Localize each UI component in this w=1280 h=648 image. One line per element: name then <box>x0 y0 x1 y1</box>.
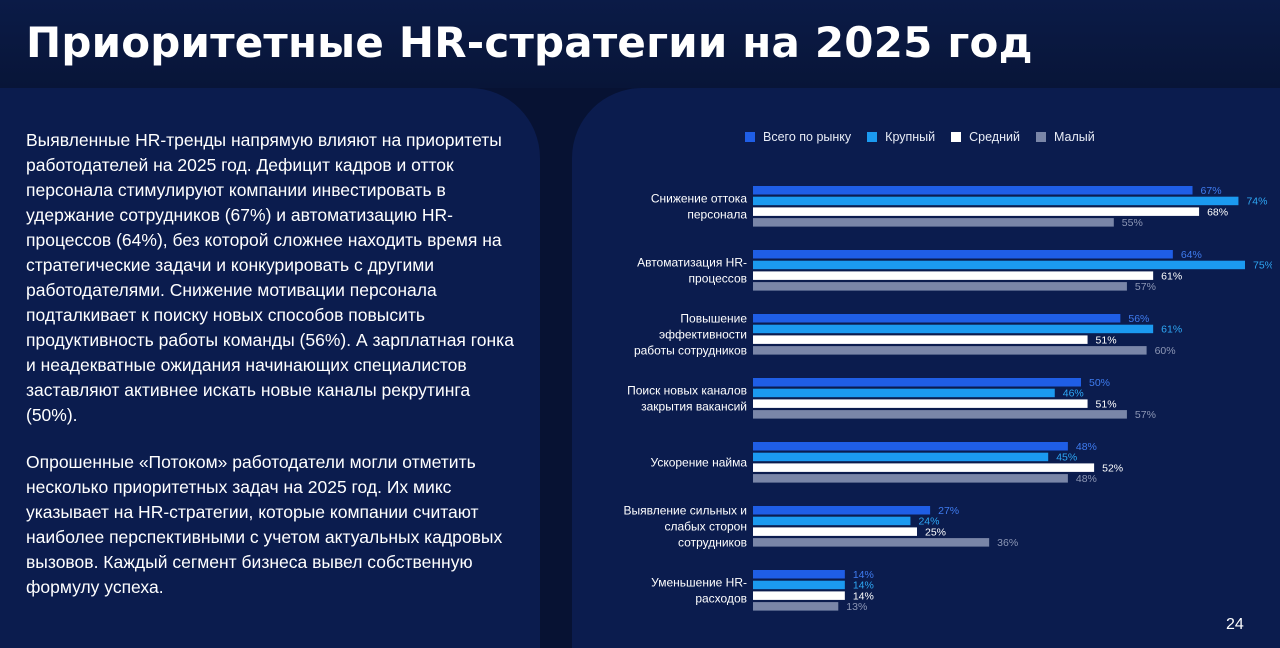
data-label-large-4: 45% <box>1056 452 1077 464</box>
bar-large-0 <box>753 196 1239 206</box>
paragraph-1: Выявленные HR-тренды напрямую влияют на … <box>26 130 514 425</box>
legend-item-medium: Средний <box>951 130 1020 144</box>
bar-large-4 <box>753 452 1049 462</box>
category-label-4-0: Ускорение найма <box>651 455 748 469</box>
bar-small-3 <box>753 410 1127 419</box>
bar-total-1 <box>753 250 1173 259</box>
legend-swatch-total <box>745 132 755 142</box>
category-label-0-0: Снижение оттока <box>651 191 747 205</box>
category-label-2-0: Повышение <box>680 311 747 325</box>
bar-medium-0 <box>753 207 1200 216</box>
bar-medium-6 <box>753 591 845 600</box>
page-title: Приоритетные HR-стратегии на 2025 год <box>26 18 1033 67</box>
category-label-2-1: эффективности <box>659 327 747 341</box>
bar-medium-1 <box>753 271 1154 280</box>
category-label-6-0: Уменьшение HR- <box>651 575 747 589</box>
data-label-total-3: 50% <box>1089 377 1110 389</box>
bar-total-3 <box>753 378 1081 387</box>
data-label-total-4: 48% <box>1076 441 1097 453</box>
bar-total-5 <box>753 506 931 515</box>
category-label-6-1: расходов <box>695 591 747 605</box>
category-label-1-0: Автоматизация HR- <box>637 255 747 269</box>
data-label-small-6: 13% <box>846 601 867 613</box>
data-label-small-2: 60% <box>1155 345 1176 357</box>
data-label-large-0: 74% <box>1246 196 1267 208</box>
data-label-small-3: 57% <box>1135 409 1156 421</box>
data-label-medium-5: 25% <box>925 526 946 538</box>
data-label-large-3: 46% <box>1063 388 1084 400</box>
data-label-medium-6: 14% <box>853 590 874 602</box>
bar-large-5 <box>753 516 911 526</box>
bar-small-2 <box>753 346 1147 355</box>
data-label-total-2: 56% <box>1128 313 1149 325</box>
data-label-medium-1: 61% <box>1161 270 1182 282</box>
category-label-2-2: работы сотрудников <box>634 343 747 357</box>
legend-label-medium: Средний <box>969 130 1020 144</box>
bar-large-3 <box>753 388 1055 398</box>
legend-swatch-large <box>867 132 878 142</box>
data-label-small-1: 57% <box>1135 281 1156 293</box>
legend-item-small: Малый <box>1035 130 1095 144</box>
bar-small-0 <box>753 218 1114 227</box>
data-label-large-1: 75% <box>1253 260 1272 272</box>
data-label-total-5: 27% <box>938 505 959 517</box>
data-label-total-1: 64% <box>1181 249 1202 261</box>
data-label-medium-0: 68% <box>1207 206 1228 218</box>
body-text: Выявленные HR-тренды напрямую влияют на … <box>26 128 521 622</box>
bar-total-0 <box>753 186 1193 195</box>
category-label-3-0: Поиск новых каналов <box>627 383 747 397</box>
bar-small-6 <box>753 602 839 611</box>
legend-item-large: Крупный <box>867 130 935 144</box>
category-label-5-2: сотрудников <box>678 535 747 549</box>
left-panel <box>0 88 540 648</box>
category-label-3-1: закрытия вакансий <box>641 399 747 413</box>
category-label-5-0: Выявление сильных и <box>624 503 748 517</box>
data-label-large-6: 14% <box>853 580 874 592</box>
data-label-medium-2: 51% <box>1096 334 1117 346</box>
bar-chart: Снижение оттока персонала 67% 74% 68% 55% Авто… <box>624 185 1273 613</box>
legend-swatch-medium <box>951 132 962 142</box>
bar-total-4 <box>753 442 1068 451</box>
bar-large-2 <box>753 324 1154 334</box>
bar-medium-5 <box>753 527 917 536</box>
title-bar <box>0 0 1280 88</box>
bar-total-6 <box>753 570 845 579</box>
legend-swatch-small <box>1035 132 1046 142</box>
category-label-1-1: процессов <box>689 271 747 285</box>
data-label-small-4: 48% <box>1076 473 1097 485</box>
bar-medium-4 <box>753 463 1095 472</box>
chart-panel <box>572 88 1280 648</box>
bar-large-6 <box>753 580 845 590</box>
chart-legend: Всего по рынку Крупный Средний Малый <box>745 130 1095 144</box>
legend-item-total: Всего по рынку <box>745 130 851 144</box>
legend-label-large: Крупный <box>885 130 936 144</box>
data-label-large-2: 61% <box>1161 324 1182 336</box>
data-label-medium-4: 52% <box>1102 462 1123 474</box>
data-label-total-6: 14% <box>853 569 874 581</box>
data-label-total-0: 67% <box>1201 185 1222 197</box>
bar-small-1 <box>753 282 1127 291</box>
page-number: 24 <box>1226 616 1244 633</box>
data-label-medium-3: 51% <box>1096 398 1117 410</box>
data-label-large-5: 24% <box>918 516 939 528</box>
bar-small-4 <box>753 474 1068 483</box>
bar-medium-3 <box>753 399 1088 408</box>
bar-total-2 <box>753 314 1121 323</box>
bar-small-5 <box>753 538 990 547</box>
category-label-0-1: персонала <box>687 207 747 221</box>
bar-medium-2 <box>753 335 1088 344</box>
data-label-small-0: 55% <box>1122 217 1143 229</box>
legend-label-total: Всего по рынку <box>763 130 852 144</box>
bar-large-1 <box>753 260 1245 270</box>
category-label-5-1: слабых сторон <box>664 519 747 533</box>
paragraph-2: Опрошенные «Потоком» работодатели могли … <box>26 452 503 597</box>
legend-label-small: Малый <box>1053 130 1095 144</box>
data-label-small-5: 36% <box>997 537 1018 549</box>
